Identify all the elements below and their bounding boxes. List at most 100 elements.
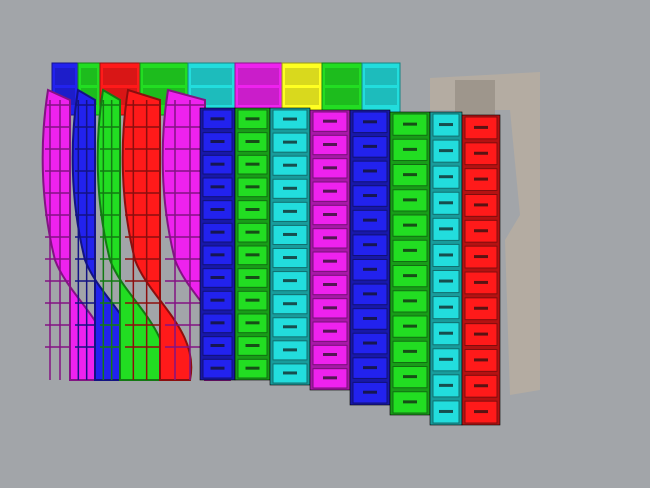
panel-label-mark <box>245 208 260 211</box>
panel-label-mark <box>363 144 377 148</box>
panel-label-mark <box>283 209 297 213</box>
panel-label-mark <box>363 218 377 222</box>
panel-label-mark <box>403 147 417 151</box>
panel-label-mark <box>363 292 377 296</box>
hull-band <box>121 88 193 381</box>
panel-label-mark <box>403 198 417 202</box>
panel-label-mark <box>323 189 337 193</box>
panel-label-mark <box>283 279 297 283</box>
panel-label-mark <box>363 267 377 271</box>
panel-label-mark <box>245 162 260 166</box>
panel-label-mark <box>323 329 337 333</box>
panel-label-mark <box>210 344 225 347</box>
panel-label-mark <box>323 213 337 216</box>
panel-label-mark <box>363 390 377 394</box>
panel-label-mark <box>363 120 377 124</box>
panel-label-mark <box>439 305 453 309</box>
panel-label-mark <box>210 162 225 166</box>
back-cell <box>191 68 232 85</box>
panel-label-mark <box>323 236 337 240</box>
panel-label-mark <box>245 140 260 143</box>
back-cell <box>103 68 137 85</box>
panel-label-mark <box>474 280 488 284</box>
back-cell <box>325 88 359 105</box>
panel-label-mark <box>403 299 417 303</box>
panel-label-mark <box>210 208 225 211</box>
panel-label-mark <box>283 232 297 236</box>
panel-label-mark <box>283 371 297 375</box>
panel-label-mark <box>403 248 417 252</box>
panel-label-mark <box>474 332 488 336</box>
panel-label-mark <box>474 229 488 233</box>
back-cell <box>285 68 319 85</box>
panel-label-mark <box>439 253 453 257</box>
panel-label-mark <box>363 243 377 247</box>
panel-column <box>461 114 501 426</box>
panel-label-mark <box>210 276 225 279</box>
panel-label-mark <box>474 255 488 259</box>
panel-label-mark <box>403 375 417 379</box>
panel-label-mark <box>283 140 297 144</box>
panel-label-mark <box>210 140 225 143</box>
panel-label-mark <box>245 230 260 234</box>
panel-label-mark <box>245 344 260 347</box>
panel-label-mark <box>474 410 488 414</box>
panel-label-mark <box>245 185 260 189</box>
panel-label-mark <box>245 366 260 370</box>
panel-label-mark <box>323 259 337 263</box>
back-cell <box>55 68 75 85</box>
panel-label-mark <box>323 166 337 170</box>
panel-label-mark <box>323 306 337 310</box>
panel-label-mark <box>210 321 225 325</box>
back-cell <box>81 68 97 85</box>
curved-hull-panels <box>41 88 233 381</box>
panel-label-mark <box>439 357 453 361</box>
panel-label-mark <box>474 306 488 310</box>
back-cell <box>238 88 279 105</box>
panel-label-mark <box>403 274 417 278</box>
back-cell <box>365 88 397 105</box>
panel-label-mark <box>283 348 297 352</box>
panel-label-mark <box>403 324 417 328</box>
panel-column <box>269 107 311 386</box>
panel-label-mark <box>403 400 417 404</box>
panel-label-mark <box>283 302 297 306</box>
panel-label-mark <box>210 117 225 121</box>
panel-label-mark <box>363 169 377 173</box>
front-panel-columns <box>199 107 501 426</box>
panel-label-mark <box>283 256 297 260</box>
back-cell <box>325 68 359 85</box>
panel-label-mark <box>403 173 417 177</box>
back-cell <box>238 68 279 85</box>
panel-label-mark <box>210 253 225 257</box>
panel-label-mark <box>474 177 488 181</box>
panel-label-mark <box>363 341 377 345</box>
panel-label-mark <box>439 409 453 413</box>
panel-label-mark <box>210 366 225 370</box>
panel-label-mark <box>323 143 337 146</box>
panel-label-mark <box>474 203 488 207</box>
panel-label-mark <box>403 349 417 353</box>
panel-label-mark <box>283 163 297 167</box>
panel-label-mark <box>323 283 337 286</box>
panel-label-mark <box>245 117 260 121</box>
panel-label-mark <box>439 279 453 283</box>
panel-label-mark <box>363 366 377 370</box>
panel-label-mark <box>283 117 297 121</box>
panel-label-mark <box>474 151 488 155</box>
panel-label-mark <box>439 201 453 205</box>
panel-column <box>429 111 463 426</box>
panel-label-mark <box>439 331 453 335</box>
panel-label-mark <box>474 358 488 362</box>
panel-label-mark <box>323 376 337 380</box>
panel-label-mark <box>403 122 417 126</box>
panel-column <box>234 107 271 381</box>
panel-label-mark <box>474 384 488 388</box>
panel-label-mark <box>245 276 260 279</box>
panel-label-mark <box>245 321 260 325</box>
panel-label-mark <box>474 125 488 129</box>
panel-label-mark <box>210 230 225 234</box>
panel-label-mark <box>439 227 453 231</box>
panel-label-mark <box>439 175 453 179</box>
